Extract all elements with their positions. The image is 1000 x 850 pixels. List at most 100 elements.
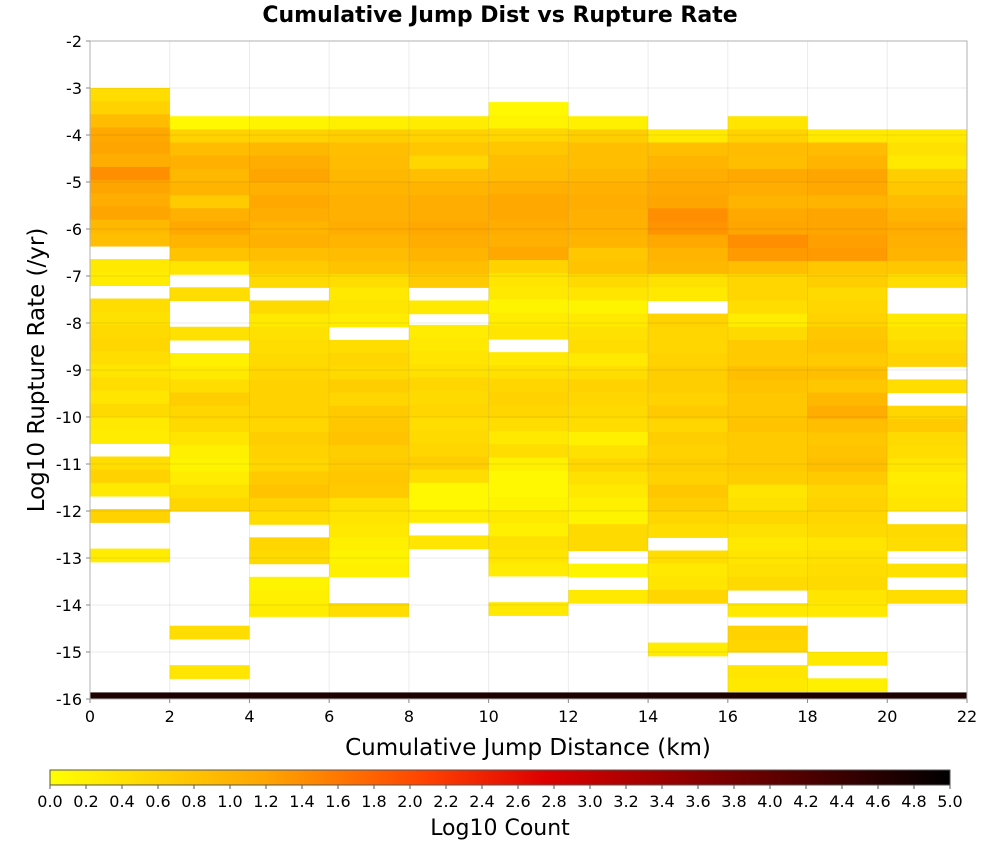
heatmap-cell [887,563,967,578]
heatmap-cell [408,495,489,510]
x-tick-label: 2 [165,707,175,726]
heatmap-cell [887,353,967,367]
x-tick-label: 6 [324,707,334,726]
heatmap-cell [568,392,649,407]
heatmap-cell [568,287,649,302]
heatmap-cell [887,445,967,459]
heatmap-cell [488,457,569,472]
heatmap-cell [169,379,250,394]
heatmap-cell [169,234,250,249]
colorbar-tick-label: 1.6 [325,792,350,811]
heatmap-cell [807,550,888,565]
colorbar-tick-label: 0.2 [73,792,98,811]
heatmap-cell [568,471,649,486]
colorbar [49,769,951,786]
heatmap-cell [408,116,489,130]
colorbar-label: Log10 Count [430,816,570,841]
heatmap-cell [488,470,569,485]
heatmap-cell [90,403,170,418]
heatmap-cell [648,379,728,394]
colorbar-tick-label: 2.6 [505,792,530,811]
heatmap-cell [807,300,888,315]
heatmap-cell [727,247,808,262]
heatmap-cell [169,195,250,209]
heatmap-cell [648,326,728,341]
heatmap-cell [727,195,808,209]
heatmap-cell [727,665,808,679]
heatmap-bottom-band [90,692,967,699]
heatmap-cell [90,166,170,181]
x-tick-label: 20 [877,707,897,726]
heatmap-cell [90,338,170,352]
heatmap-cell [408,208,489,223]
heatmap-cell [90,430,170,444]
heatmap-cell [329,247,409,262]
heatmap-cell [90,417,170,431]
heatmap-cell [249,405,330,420]
heatmap-cell [807,484,888,499]
heatmap-cell [648,195,728,209]
heatmap-cell [887,379,967,394]
heatmap-cell [90,180,170,194]
heatmap-cell [727,576,808,591]
heatmap-cell [887,168,967,183]
heatmap-cell [488,404,569,419]
heatmap-cell [90,298,170,313]
y-tick-label: -3 [66,79,82,98]
heatmap-cell [488,194,569,208]
heatmap-cell [887,221,967,236]
heatmap-cell [169,287,250,302]
heatmap-cell [169,221,250,236]
heatmap-cell [648,392,728,407]
heatmap-cell [727,142,808,157]
x-axis-ticks: 0 2 4 6 8 10 12 14 16 18 20 22 [85,699,977,726]
heatmap-cell [329,182,409,196]
heatmap-cell [488,523,569,537]
colorbar-tick-label: 4.0 [757,792,782,811]
heatmap-cell [568,247,649,262]
heatmap-cell [90,377,170,392]
heatmap-cell [727,168,808,183]
heatmap-cell [807,221,888,236]
heatmap-cell [329,603,409,617]
heatmap-cell [568,497,649,512]
heatmap-cell [488,562,569,577]
heatmap-cell [807,313,888,328]
heatmap-cell [807,603,888,617]
heatmap-cell [329,339,409,354]
heatmap-cell [648,313,728,328]
heatmap-cell [887,247,967,262]
heatmap-cell [169,405,250,420]
heatmap-cell [249,353,330,367]
heatmap-cell [169,484,250,499]
heatmap-cell [488,602,569,616]
heatmap-cell [807,418,888,433]
heatmap-cell [887,471,967,486]
heatmap-cell [329,260,409,275]
heatmap-cell [408,274,489,288]
heatmap-cell [727,550,808,565]
y-tick-label: -13 [56,549,82,568]
heatmap-cell [568,221,649,236]
x-tick-label: 10 [478,707,498,726]
heatmap-cell [727,313,808,328]
heatmap-cell [408,509,489,523]
heatmap-cell [807,247,888,262]
heatmap-cell [807,339,888,354]
heatmap-cell [329,458,409,473]
heatmap-cell [488,417,569,432]
heatmap-cell [169,471,250,486]
heatmap-cell [408,168,489,183]
heatmap-cell [807,234,888,249]
heatmap-cell [887,432,967,446]
heatmap-cell [488,246,569,261]
y-tick-label: -15 [56,643,82,662]
colorbar-tick-label: 3.4 [649,792,674,811]
heatmap-cell [807,678,888,693]
heatmap-cell [648,576,728,591]
heatmap-cell [329,537,409,552]
heatmap-cells [90,88,967,699]
heatmap-cell [727,603,808,617]
heatmap-cell [568,432,649,446]
heatmap-cell [408,195,489,209]
